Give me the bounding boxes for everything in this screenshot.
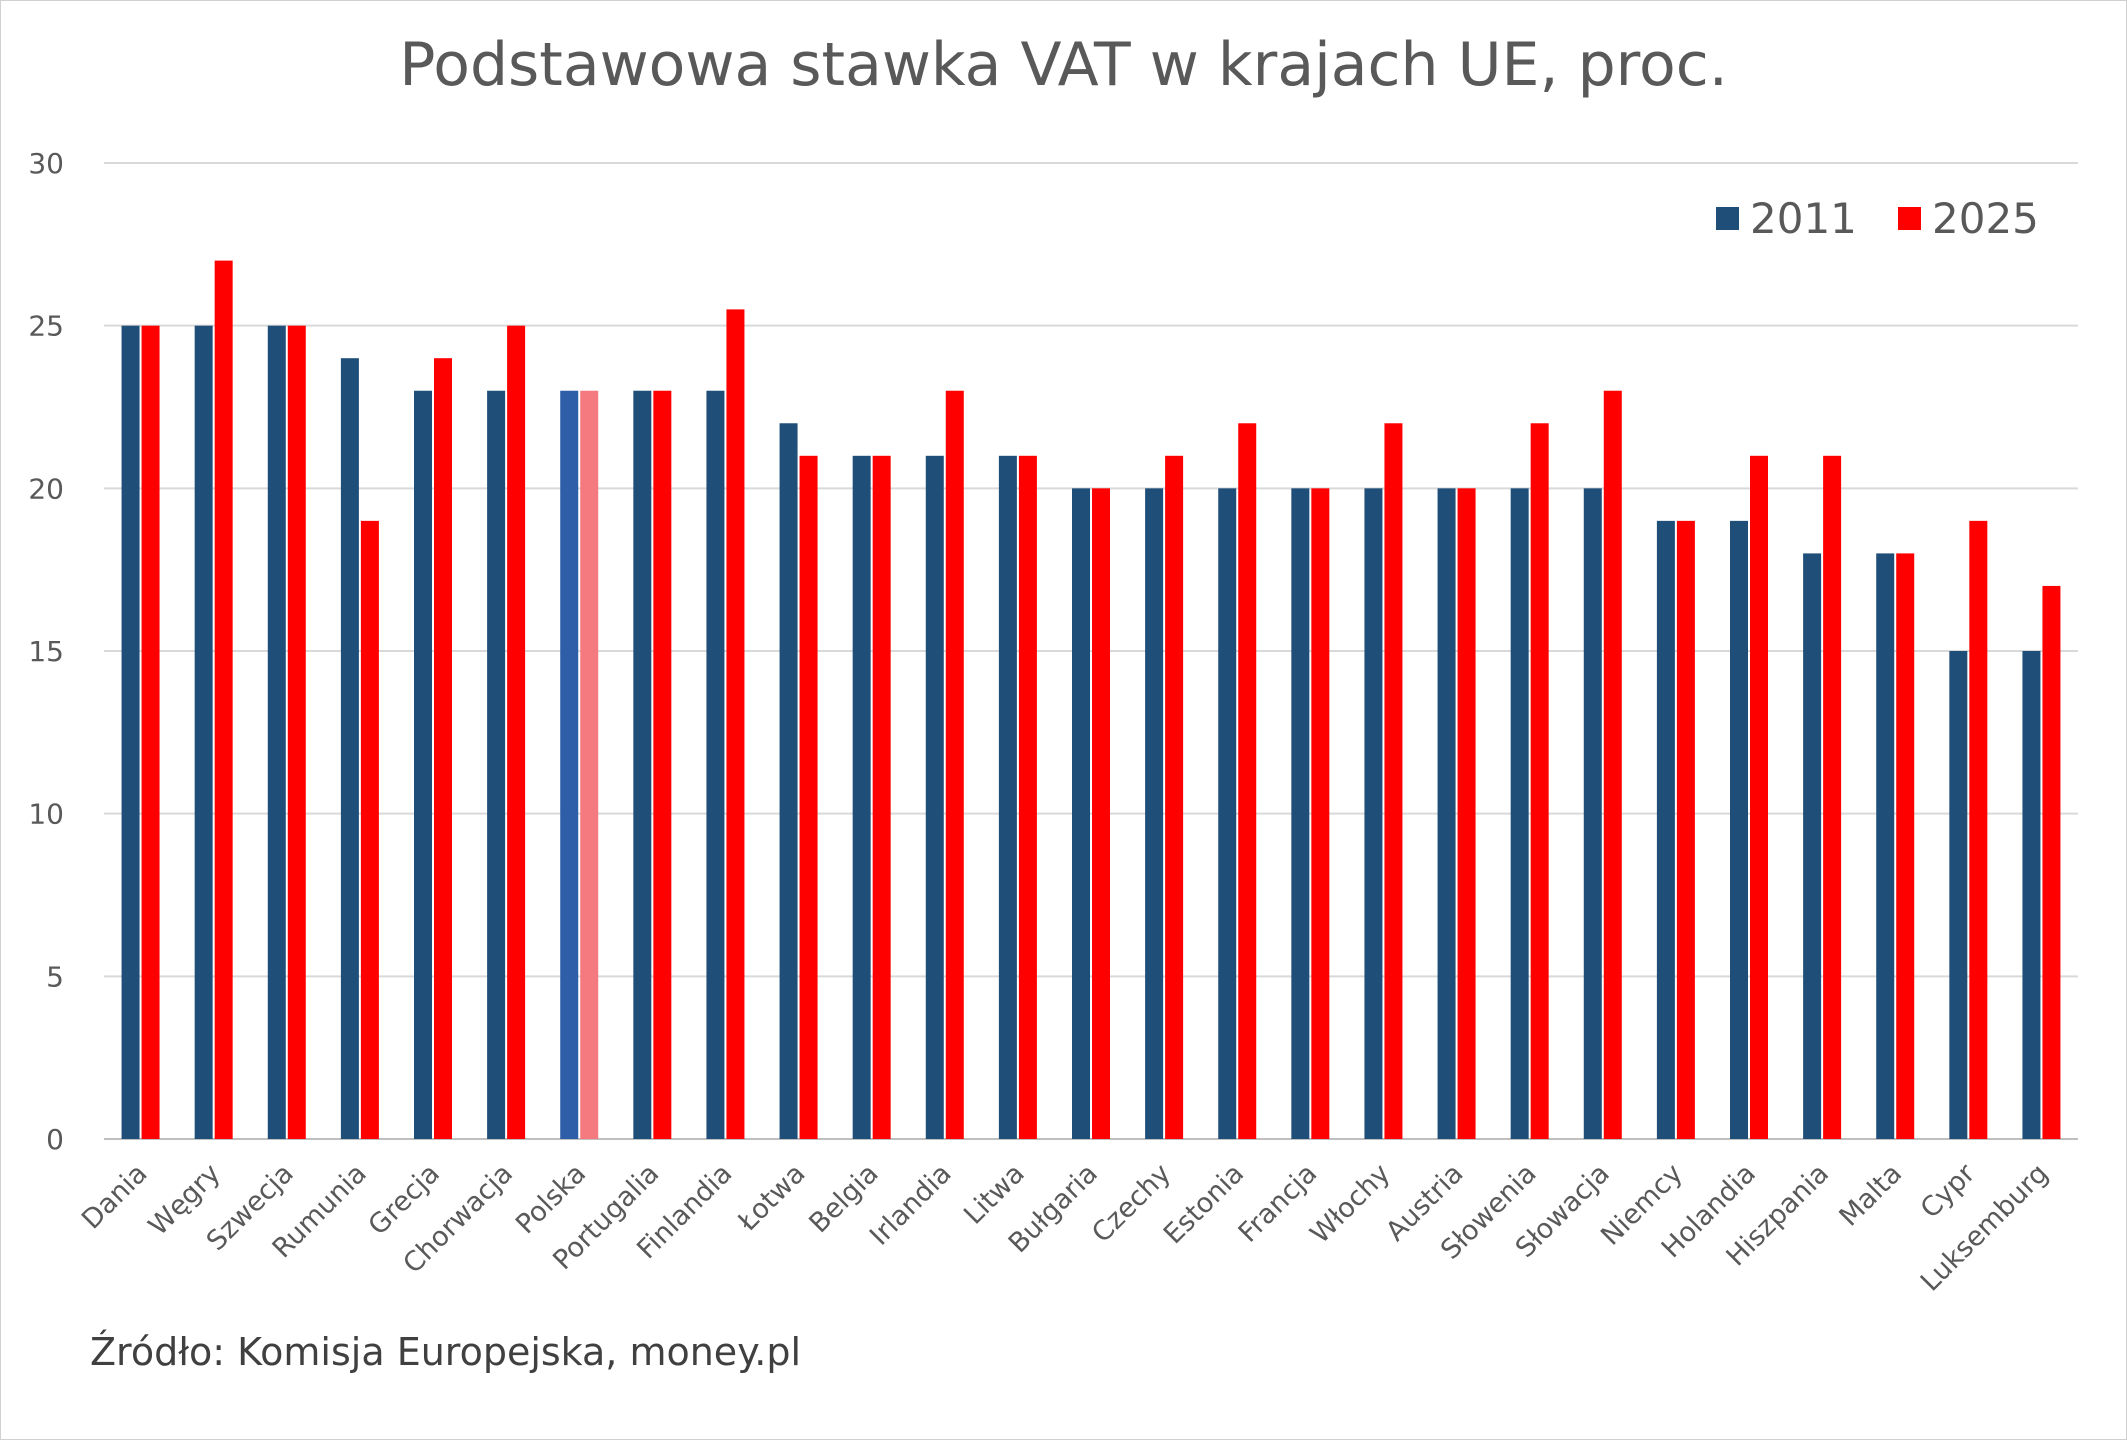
legend-swatch-2011 bbox=[1716, 207, 1739, 230]
bar-2025-Słowacja bbox=[1603, 390, 1622, 1139]
bar-2011-Szwecja bbox=[267, 325, 286, 1140]
bar-2011-Włochy bbox=[1364, 488, 1383, 1139]
bar-2025-Luksemburg bbox=[2042, 585, 2061, 1139]
chart-title: Podstawowa stawka VAT w krajach UE, proc… bbox=[399, 30, 1728, 100]
bar-2011-Chorwacja bbox=[487, 390, 506, 1139]
bar-2011-Francja bbox=[1291, 488, 1310, 1139]
y-tick-label: 0 bbox=[46, 1123, 64, 1156]
x-tick-label: Cypr bbox=[1915, 1157, 1982, 1224]
bar-2025-Słowenia bbox=[1530, 423, 1549, 1139]
bar-2011-Litwa bbox=[998, 455, 1017, 1139]
bar-2011-Finlandia bbox=[706, 390, 725, 1139]
bar-2025-Hiszpania bbox=[1823, 455, 1842, 1139]
x-tick-label: Irlandia bbox=[864, 1158, 958, 1252]
bar-2025-Chorwacja bbox=[507, 325, 526, 1140]
bar-2025-Cypr bbox=[1969, 520, 1988, 1139]
bar-2011-Holandia bbox=[1730, 520, 1748, 1139]
x-tick-label: Estonia bbox=[1158, 1158, 1250, 1250]
y-tick-label: 10 bbox=[28, 798, 64, 831]
bar-2025-Polska bbox=[580, 390, 599, 1139]
bar-2025-Estonia bbox=[1238, 423, 1257, 1139]
bar-2011-Niemcy bbox=[1656, 520, 1675, 1139]
bar-2011-Luksemburg bbox=[2022, 651, 2041, 1139]
legend-label: 2025 bbox=[1932, 194, 2039, 243]
bar-2011-Czechy bbox=[1145, 488, 1164, 1139]
bar-2011-Cypr bbox=[1949, 651, 1968, 1139]
x-tick-label: Włochy bbox=[1305, 1158, 1397, 1250]
bar-2011-Belgia bbox=[852, 455, 871, 1139]
bar-2011-Portugalia bbox=[633, 390, 652, 1139]
bar-2025-Węgry bbox=[214, 260, 233, 1140]
x-tick-label: Czechy bbox=[1086, 1158, 1177, 1249]
bar-2025-Łotwa bbox=[799, 455, 818, 1139]
bar-2025-Włochy bbox=[1384, 423, 1403, 1139]
y-tick-label: 5 bbox=[46, 960, 64, 993]
bar-2025-Irlandia bbox=[945, 390, 964, 1139]
bar-2011-Austria bbox=[1437, 488, 1456, 1139]
bar-2025-Litwa bbox=[1018, 455, 1037, 1139]
bar-2011-Polska bbox=[560, 390, 579, 1139]
bar-2011-Dania bbox=[121, 325, 140, 1140]
bar-2025-Belgia bbox=[872, 455, 891, 1139]
bar-2011-Grecja bbox=[414, 390, 432, 1139]
bar-2025-Czechy bbox=[1165, 455, 1184, 1139]
x-tick-label: Dania bbox=[76, 1158, 153, 1235]
y-tick-label: 30 bbox=[28, 147, 64, 180]
bar-2011-Słowacja bbox=[1583, 488, 1602, 1139]
bar-2025-Austria bbox=[1457, 488, 1476, 1139]
x-tick-label: Łotwa bbox=[732, 1158, 812, 1238]
bar-2011-Estonia bbox=[1218, 488, 1237, 1139]
bar-2011-Irlandia bbox=[925, 455, 944, 1139]
bar-2011-Bułgaria bbox=[1072, 488, 1090, 1139]
source-note: Źródło: Komisja Europejska, money.pl bbox=[90, 1330, 802, 1374]
bar-2025-Rumunia bbox=[360, 520, 379, 1139]
bar-2025-Finlandia bbox=[726, 309, 745, 1139]
y-tick-label: 25 bbox=[28, 310, 64, 343]
bar-2011-Hiszpania bbox=[1803, 553, 1822, 1139]
x-tick-label: Malta bbox=[1834, 1158, 1909, 1233]
x-tick-label: Luksemburg bbox=[1915, 1158, 2055, 1298]
bar-2025-Holandia bbox=[1750, 455, 1768, 1139]
bar-2025-Szwecja bbox=[287, 325, 306, 1140]
legend-label: 2011 bbox=[1750, 194, 1857, 243]
legend-swatch-2025 bbox=[1898, 207, 1921, 230]
bar-2025-Malta bbox=[1896, 553, 1915, 1139]
bar-2011-Rumunia bbox=[340, 358, 359, 1139]
bar-2011-Węgry bbox=[194, 325, 213, 1140]
y-tick-label: 15 bbox=[28, 635, 64, 668]
bar-2025-Dania bbox=[141, 325, 160, 1140]
bar-2011-Słowenia bbox=[1510, 488, 1529, 1139]
bar-2025-Francja bbox=[1311, 488, 1330, 1139]
bar-2025-Grecja bbox=[434, 358, 452, 1139]
x-tick-label: Francja bbox=[1233, 1158, 1324, 1249]
y-tick-label: 20 bbox=[28, 472, 64, 505]
bar-2025-Portugalia bbox=[653, 390, 672, 1139]
bar-2011-Malta bbox=[1876, 553, 1895, 1139]
bar-2025-Bułgaria bbox=[1092, 488, 1110, 1139]
bar-2011-Łotwa bbox=[779, 423, 798, 1139]
bar-2025-Niemcy bbox=[1676, 520, 1695, 1139]
